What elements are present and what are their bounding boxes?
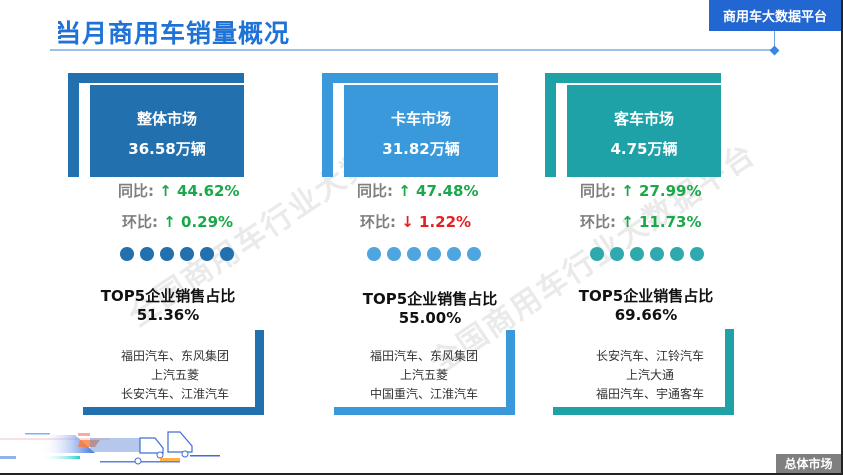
mom-stat: 环比: ↓ 1.22% [360, 211, 471, 232]
mom-stat: 环比: ↑ 0.29% [122, 211, 233, 232]
card-frame-top [545, 73, 721, 83]
company-line: 上汽大通 [625, 368, 674, 382]
top5-companies: 福田汽车、东风集团 上汽五菱 中国重汽、江淮汽车 [334, 347, 514, 404]
top5-companies: 福田汽车、东风集团 上汽五菱 长安汽车、江淮汽车 [85, 347, 265, 404]
company-line: 中国重汽、江淮汽车 [369, 387, 478, 401]
card-frame-top [322, 73, 498, 83]
dot [180, 247, 194, 261]
title-underline [50, 49, 776, 51]
company-line: 长安汽车、江铃汽车 [595, 349, 704, 363]
market-name: 客车市场 [613, 110, 674, 128]
yoy-stat: 同比: ↑ 27.99% [580, 180, 702, 201]
mom-value: 11.73% [639, 213, 702, 231]
bracket-horizontal [83, 407, 264, 415]
mom-label: 环比: [360, 213, 396, 231]
yoy-label: 同比: [580, 182, 616, 200]
dot [220, 247, 234, 261]
dot-row [367, 247, 481, 261]
mom-label: 环比: [580, 213, 616, 231]
mom-value: 1.22% [419, 213, 472, 231]
top5-summary: TOP5企业销售占比 69.66% [546, 287, 746, 325]
market-volume: 36.58万辆 [128, 140, 206, 158]
dot [630, 247, 644, 261]
bracket-vertical [725, 329, 734, 415]
yoy-stat: 同比: ↑ 47.48% [357, 180, 479, 201]
mom-stat: 环比: ↑ 11.73% [580, 211, 702, 232]
top5-companies: 长安汽车、江铃汽车 上汽大通 福田汽车、宇通客车 [560, 347, 740, 404]
arrow-down-icon: ↓ [401, 213, 414, 231]
diamond-icon [769, 45, 780, 56]
top5-share: 55.00% [398, 309, 462, 327]
top5-share: 51.36% [136, 306, 200, 324]
card-frame-left [68, 73, 79, 177]
dot [120, 247, 134, 261]
top5-title: TOP5企业销售占比 [100, 287, 236, 305]
dot [650, 247, 664, 261]
arrow-up-icon: ↑ [621, 213, 634, 231]
card-frame-top [68, 73, 244, 83]
market-box: 客车市场 4.75万辆 [567, 85, 721, 177]
dot-row [120, 247, 234, 261]
dot [200, 247, 214, 261]
dot [387, 247, 401, 261]
company-line: 福田汽车、宇通客车 [595, 387, 704, 401]
frame-border-right [841, 0, 843, 475]
company-line: 福田汽车、东风集团 [120, 349, 229, 363]
dot [367, 247, 381, 261]
brand-badge: 商用车大数据平台 [709, 0, 841, 31]
yoy-value: 44.62% [177, 182, 240, 200]
dot [467, 247, 481, 261]
top5-share: 69.66% [614, 306, 678, 324]
title-decoration [58, 21, 62, 43]
top5-title: TOP5企业销售占比 [578, 287, 714, 305]
top5-summary: TOP5企业销售占比 55.00% [330, 290, 530, 328]
bracket-horizontal [553, 407, 734, 415]
top5-summary: TOP5企业销售占比 51.36% [68, 287, 268, 325]
market-box: 整体市场 36.58万辆 [90, 85, 244, 177]
company-line: 长安汽车、江淮汽车 [120, 387, 229, 401]
arrow-up-icon: ↑ [621, 182, 634, 200]
section-badge: 总体市场 [776, 454, 841, 473]
company-line: 上汽五菱 [150, 368, 199, 382]
dot [140, 247, 154, 261]
dot [670, 247, 684, 261]
market-name: 整体市场 [136, 110, 197, 128]
dot [590, 247, 604, 261]
dot [407, 247, 421, 261]
company-line: 上汽五菱 [399, 368, 448, 382]
bracket-horizontal [334, 407, 515, 415]
top5-title: TOP5企业销售占比 [362, 290, 498, 308]
arrow-up-icon: ↑ [398, 182, 411, 200]
card-frame-left [545, 73, 556, 177]
frame-border-bottom [0, 473, 843, 475]
mom-label: 环比: [122, 213, 158, 231]
dot [427, 247, 441, 261]
dot-row [590, 247, 704, 261]
company-line: 福田汽车、东风集团 [369, 349, 478, 363]
yoy-label: 同比: [118, 182, 154, 200]
market-name: 卡车市场 [390, 110, 451, 128]
title-connector-line [774, 31, 775, 49]
yoy-value: 47.48% [416, 182, 479, 200]
arrow-up-icon: ↑ [159, 182, 172, 200]
yoy-stat: 同比: ↑ 44.62% [118, 180, 240, 201]
dot [447, 247, 461, 261]
market-volume: 4.75万辆 [610, 140, 678, 158]
arrow-up-icon: ↑ [163, 213, 176, 231]
bracket-vertical [255, 330, 264, 415]
mom-value: 0.29% [181, 213, 234, 231]
market-volume: 31.82万辆 [382, 140, 460, 158]
card-frame-left [322, 73, 333, 177]
trucks-illustration-icon [0, 431, 220, 465]
bracket-vertical [506, 330, 515, 415]
dot [690, 247, 704, 261]
market-box: 卡车市场 31.82万辆 [344, 85, 498, 177]
yoy-value: 27.99% [639, 182, 702, 200]
dot [610, 247, 624, 261]
page-title: 当月商用车销量概况 [56, 19, 291, 48]
yoy-label: 同比: [357, 182, 393, 200]
dot [160, 247, 174, 261]
